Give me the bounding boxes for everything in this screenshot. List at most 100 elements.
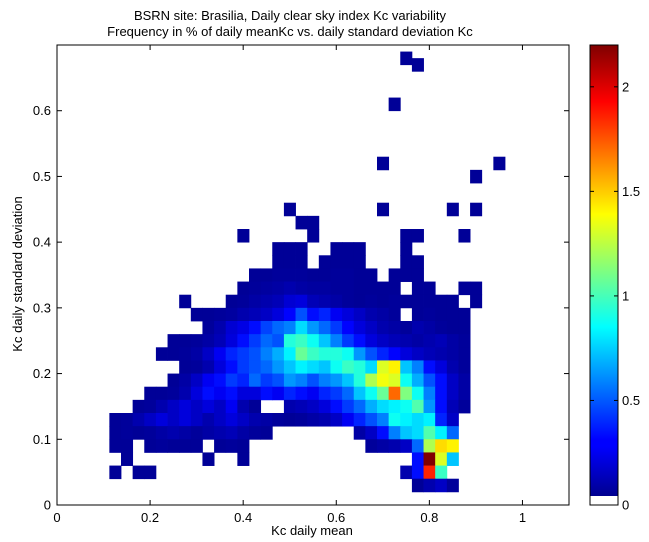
heatmap-cell — [190, 307, 203, 322]
heatmap-cell — [260, 413, 273, 427]
y-tick-label: 0.5 — [33, 169, 51, 184]
heatmap-cell — [446, 347, 459, 361]
heatmap-cell — [272, 373, 285, 388]
heatmap-cell — [411, 281, 424, 296]
heatmap-cell — [400, 465, 413, 480]
heatmap-cell — [446, 360, 459, 374]
heatmap-cell — [365, 413, 378, 427]
heatmap-cell — [260, 321, 273, 335]
heatmap-cell — [272, 268, 285, 282]
heatmap-cell — [400, 373, 413, 388]
heatmap-cell — [167, 413, 180, 427]
heatmap-cell — [132, 465, 145, 480]
heatmap-cell — [249, 360, 262, 374]
heatmap-cell — [237, 373, 250, 388]
heatmap-cell — [353, 255, 366, 269]
heatmap-cell — [283, 399, 296, 414]
heatmap-cell — [411, 465, 424, 480]
heatmap-cell — [353, 347, 366, 361]
heatmap-cell — [458, 373, 471, 388]
heatmap-cell — [249, 373, 262, 388]
heatmap-cell — [272, 255, 285, 269]
colorbar-gradient — [590, 45, 618, 496]
heatmap-cell — [388, 373, 401, 388]
heatmap-cell — [377, 202, 390, 217]
heatmap-cell — [283, 294, 296, 309]
heatmap-cell — [377, 413, 390, 427]
y-tick-label: 0.1 — [33, 432, 51, 447]
heatmap-cell — [307, 334, 320, 348]
heatmap-cell — [388, 360, 401, 374]
heatmap-cell — [365, 386, 378, 401]
heatmap-cell — [365, 281, 378, 296]
heatmap-cell — [353, 294, 366, 309]
heatmap-cell — [132, 399, 145, 414]
x-tick-label: 0.2 — [141, 510, 159, 525]
heatmap-cell — [330, 386, 343, 401]
heatmap-cell — [400, 399, 413, 414]
x-tick-label: 0.8 — [420, 510, 438, 525]
colorbar-tick-label: 1.5 — [622, 184, 640, 199]
heatmap-cell — [295, 255, 308, 269]
heatmap-cell — [190, 334, 203, 348]
colorbar-frame — [589, 44, 619, 506]
heatmap-cell — [283, 334, 296, 348]
heatmap-cell — [283, 347, 296, 361]
heatmap-cell — [295, 360, 308, 374]
heatmap-cell — [377, 321, 390, 335]
heatmap-cell — [342, 294, 355, 309]
heatmap-cell — [307, 399, 320, 414]
colorbar-tick-label: 2 — [622, 79, 629, 94]
heatmap-cell — [411, 439, 424, 453]
heatmap-cell — [121, 452, 134, 466]
heatmap-cell — [318, 281, 331, 296]
heatmap-cell — [435, 294, 448, 309]
heatmap-cell — [295, 268, 308, 282]
heatmap-cell — [411, 373, 424, 388]
heatmap-cell — [353, 386, 366, 401]
heatmap-cell — [330, 321, 343, 335]
heatmap-cell — [167, 439, 180, 453]
heatmap-cell — [318, 347, 331, 361]
heatmap-cell — [179, 386, 192, 401]
heatmap-cell — [423, 307, 436, 322]
heatmap-cell — [377, 426, 390, 440]
heatmap-cell — [283, 242, 296, 256]
heatmap-cell — [470, 281, 483, 296]
heatmap-cell — [423, 294, 436, 309]
heatmap-cell — [423, 334, 436, 348]
heatmap-cell — [342, 242, 355, 256]
heatmap-cell — [190, 386, 203, 401]
heatmap-cell — [458, 347, 471, 361]
heatmap-cell — [435, 439, 448, 453]
heatmap-cell — [272, 281, 285, 296]
heatmap-cell — [446, 426, 459, 440]
heatmap-cell — [388, 439, 401, 453]
heatmap-cell — [435, 426, 448, 440]
y-tick-label: 0.2 — [33, 366, 51, 381]
heatmap-cell — [435, 386, 448, 401]
heatmap-cell — [202, 307, 215, 322]
heatmap-cell — [318, 373, 331, 388]
heatmap-cell — [458, 229, 471, 243]
heatmap-cell — [295, 242, 308, 256]
heatmap-cell — [307, 229, 320, 243]
heatmap-cell — [307, 268, 320, 282]
heatmap-cell — [283, 202, 296, 217]
heatmap-cell — [388, 347, 401, 361]
heatmap-cell — [318, 386, 331, 401]
heatmap-cell — [283, 255, 296, 269]
heatmap-cell — [353, 334, 366, 348]
heatmap-cell — [446, 321, 459, 335]
heatmap-cell — [237, 229, 250, 243]
heatmap-cell — [202, 347, 215, 361]
heatmap-cell — [411, 58, 424, 72]
heatmap-cell — [190, 399, 203, 414]
heatmap-cell — [260, 386, 273, 401]
heatmap-cell — [214, 439, 227, 453]
heatmap-cell — [435, 478, 448, 493]
y-tick-label: 0.4 — [33, 235, 51, 250]
colorbar-tick-label: 0.5 — [622, 393, 640, 408]
heatmap-cell — [353, 268, 366, 282]
heatmap-cell — [353, 307, 366, 322]
